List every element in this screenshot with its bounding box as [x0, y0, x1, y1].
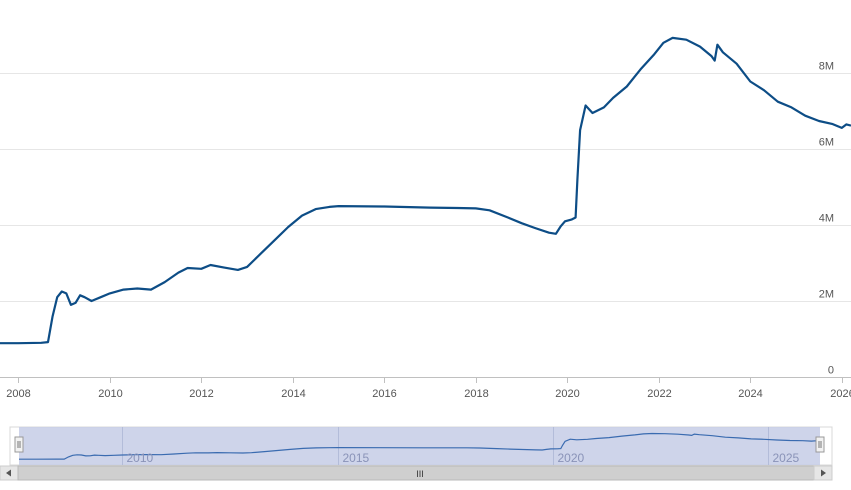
y-axis-labels: 0 2M 4M 6M 8M [819, 61, 834, 377]
y-tick-label: 4M [819, 213, 834, 225]
navigator-label: 2020 [558, 451, 585, 465]
navigator-selected-range[interactable] [19, 427, 820, 465]
y-tick-label: 0 [828, 365, 834, 377]
x-tick-label: 2008 [6, 388, 30, 400]
x-axis-ticks [18, 377, 843, 383]
x-tick-label: 2012 [189, 388, 213, 400]
scrollbar[interactable]: III [0, 465, 833, 481]
navigator-left-handle[interactable] [14, 436, 24, 453]
x-tick-label: 2014 [281, 388, 305, 400]
y-tick-label: 8M [819, 61, 834, 73]
x-tick-label: 2024 [738, 388, 762, 400]
scrollbar-grip: III [416, 469, 424, 479]
navigator-right-handle[interactable] [815, 436, 825, 453]
x-axis-labels: 2008 2010 2012 2014 2016 2018 2020 2022 2024 2026 [6, 388, 851, 400]
navigator-labels: 2010 2015 2020 2025 [127, 451, 800, 465]
navigator-label: 2010 [127, 451, 154, 465]
x-tick-label: 2022 [647, 388, 671, 400]
navigator-label: 2015 [343, 451, 370, 465]
navigator-series-line [19, 432, 821, 460]
x-tick-label: 2020 [555, 388, 579, 400]
y-tick-label: 2M [819, 289, 834, 301]
left-arrow-icon [6, 469, 11, 477]
y-tick-label: 6M [819, 137, 834, 149]
right-arrow-icon [821, 469, 826, 477]
grid-lines [0, 73, 851, 302]
x-tick-label: 2018 [464, 388, 488, 400]
navigator-label: 2025 [773, 451, 800, 465]
x-tick-label: 2026 [830, 388, 851, 400]
navigator-grid [122, 427, 769, 465]
x-tick-label: 2010 [98, 388, 122, 400]
series-line [0, 36, 851, 345]
navigator[interactable]: 2010 2015 2020 2025 [9, 426, 833, 466]
x-tick-label: 2016 [372, 388, 396, 400]
